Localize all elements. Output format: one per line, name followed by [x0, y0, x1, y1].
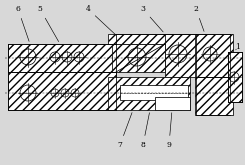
Bar	[8, 72, 116, 110]
Bar	[165, 34, 200, 77]
Bar	[155, 97, 190, 110]
Polygon shape	[165, 44, 190, 72]
Polygon shape	[108, 34, 190, 44]
Bar	[120, 85, 188, 100]
Polygon shape	[108, 77, 190, 110]
Bar	[195, 77, 233, 115]
Bar	[228, 52, 242, 102]
Text: 3: 3	[140, 5, 163, 32]
Text: 4: 4	[86, 5, 116, 35]
Text: 9: 9	[167, 113, 172, 149]
Text: 7: 7	[118, 113, 132, 149]
Bar	[195, 34, 233, 77]
Text: 5: 5	[37, 5, 59, 42]
Bar	[112, 44, 165, 72]
Text: 6: 6	[16, 5, 29, 41]
Text: 8: 8	[141, 113, 149, 149]
Text: 1: 1	[235, 43, 240, 51]
Bar	[8, 44, 116, 72]
Text: 2: 2	[194, 5, 204, 31]
